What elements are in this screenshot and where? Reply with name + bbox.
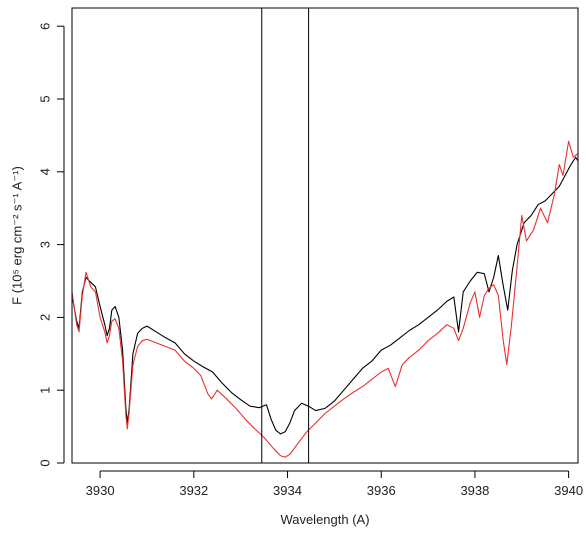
y-tick-label: 0 <box>37 459 52 466</box>
x-axis: 3930 3932 3934 3936 3938 3940 <box>86 470 583 498</box>
y-tick-label: 4 <box>37 168 52 175</box>
y-tick-label: 5 <box>37 95 52 102</box>
x-tick-label: 3940 <box>554 483 583 498</box>
x-tick-label: 3934 <box>273 483 302 498</box>
x-axis-label: Wavelength (A) <box>280 512 369 527</box>
plot-area <box>72 8 578 463</box>
spectrum-line-2 <box>72 140 578 458</box>
x-tick-label: 3930 <box>86 483 115 498</box>
y-axis-label: F (10⁵ erg cm⁻² s⁻¹ A⁻¹) <box>9 166 24 305</box>
y-tick-label: 2 <box>37 314 52 321</box>
x-tick-label: 3932 <box>179 483 208 498</box>
spectrum-line-1 <box>72 156 578 435</box>
y-tick-label: 6 <box>37 23 52 30</box>
x-tick-label: 3936 <box>367 483 396 498</box>
y-tick-label: 1 <box>37 387 52 394</box>
y-tick-label: 3 <box>37 241 52 248</box>
plot-frame <box>71 7 579 464</box>
x-tick-label: 3938 <box>460 483 489 498</box>
y-axis: 0 1 2 3 4 5 6 <box>37 23 65 467</box>
